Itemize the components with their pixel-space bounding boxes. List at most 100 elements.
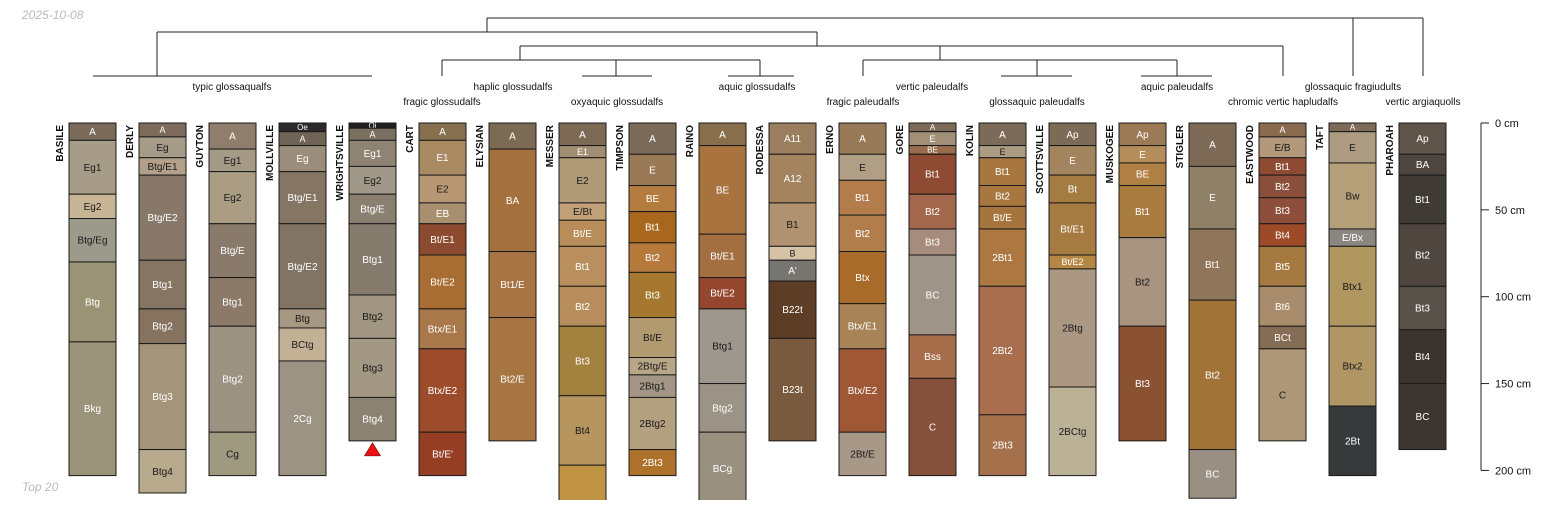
horizon-label: Bt1 xyxy=(1415,195,1430,206)
horizon-label: Cg xyxy=(226,449,239,460)
horizon-label: BCg xyxy=(713,464,732,475)
horizon-label: A xyxy=(1279,125,1285,135)
horizon-label: Btg4 xyxy=(152,467,173,478)
horizon xyxy=(1258,348,1307,442)
horizon xyxy=(488,317,537,442)
horizon-label: Eg1 xyxy=(364,149,382,160)
horizon xyxy=(278,145,327,173)
horizon xyxy=(138,174,187,261)
horizon-label: 2Bt3 xyxy=(992,441,1013,452)
horizon xyxy=(558,464,607,505)
horizon xyxy=(1328,162,1377,230)
horizon-label: BC xyxy=(1416,412,1430,423)
horizon-label: Bt2 xyxy=(1135,277,1150,288)
profile-name: DERLY xyxy=(125,125,136,158)
horizon xyxy=(1328,405,1377,477)
profile-name: TAFT xyxy=(1315,125,1326,150)
horizon-label: Btg1 xyxy=(152,280,173,291)
horizon xyxy=(1398,329,1447,385)
horizon-label: A xyxy=(299,134,305,144)
horizon xyxy=(348,165,397,195)
horizon-label: A xyxy=(930,123,936,132)
horizon-label: 2Bt xyxy=(1345,436,1360,447)
horizon-label: BE xyxy=(716,185,730,196)
horizon xyxy=(1398,223,1447,287)
horizon-label: Eg2 xyxy=(84,202,102,213)
horizon xyxy=(418,431,467,477)
horizon xyxy=(1118,325,1167,442)
taxon-label: vertic paleudalfs xyxy=(896,82,968,93)
horizon-label: A11 xyxy=(784,134,801,145)
horizon-label: Eg1 xyxy=(84,163,102,174)
horizon-label: Eg1 xyxy=(224,156,242,167)
horizon xyxy=(278,327,327,362)
taxon-label: aquic paleudalfs xyxy=(1141,82,1213,93)
horizon xyxy=(838,179,887,216)
horizon-label: Btg/E xyxy=(220,246,245,257)
horizon xyxy=(908,254,957,336)
horizon-label: B22t xyxy=(782,305,803,316)
taxon-label: vertic argiaquolls xyxy=(1385,97,1460,108)
horizon xyxy=(768,202,817,247)
horizon xyxy=(138,259,187,310)
horizon-label: Bt3 xyxy=(925,237,940,248)
horizon-label: B23t xyxy=(782,385,803,396)
horizon-label: BE xyxy=(927,146,938,155)
profile-name: STIGLER xyxy=(1175,124,1186,168)
horizon xyxy=(978,414,1027,477)
horizon xyxy=(348,396,397,442)
horizon xyxy=(1048,145,1097,176)
horizon xyxy=(138,343,187,451)
horizon xyxy=(768,122,817,155)
horizon-label: Bt4 xyxy=(1275,231,1290,242)
horizon-label: Bt/E2 xyxy=(430,277,455,288)
horizon-label: Bss xyxy=(924,352,941,363)
horizon-label: E xyxy=(929,134,935,144)
profile-name: TIMPSON xyxy=(615,125,626,171)
profile-name: WRIGHTSVILLE xyxy=(335,125,346,201)
horizon-label: Bt3 xyxy=(1135,379,1150,390)
horizon-label: Eg xyxy=(156,143,168,154)
horizon-label: Btx xyxy=(855,273,869,284)
taxon-label: typic glossaqualfs xyxy=(193,82,272,93)
horizon-label: Bt2 xyxy=(575,302,590,313)
truncation-marker xyxy=(363,442,382,457)
horizon xyxy=(558,219,607,247)
horizon-label: Bt2 xyxy=(995,191,1010,202)
horizon-label: Bt1 xyxy=(1135,207,1150,218)
profile-name: RODESSA xyxy=(755,125,766,174)
horizon xyxy=(208,325,257,433)
horizon xyxy=(138,449,187,494)
horizon-label: E1 xyxy=(577,147,588,157)
horizon-label: Bt1/E xyxy=(500,280,525,291)
horizon xyxy=(698,431,747,505)
horizon xyxy=(838,303,887,350)
horizon-label: B1 xyxy=(786,220,799,231)
profile-name: GUYTON xyxy=(195,125,206,168)
horizon-label: Bt3 xyxy=(1415,303,1430,314)
horizon-label: 2Bt/E xyxy=(850,449,875,460)
horizon xyxy=(628,153,677,187)
horizon xyxy=(628,317,677,358)
profile-name: KOLIN xyxy=(965,125,976,156)
horizon xyxy=(208,431,257,477)
horizon-label: Oi xyxy=(369,121,377,130)
horizon-label: BA xyxy=(1416,160,1430,171)
horizon-label: Ap xyxy=(1136,130,1149,141)
horizon-label: 2Btg xyxy=(1062,323,1083,334)
horizon-label: 2Bt3 xyxy=(642,458,663,469)
horizon xyxy=(1118,237,1167,327)
horizon-label: Bt1 xyxy=(925,170,940,181)
horizon-label: A xyxy=(159,125,165,135)
horizon xyxy=(558,245,607,287)
horizon xyxy=(838,251,887,305)
horizon xyxy=(278,360,327,477)
horizon-label: BE xyxy=(646,194,660,205)
horizon xyxy=(278,223,327,310)
profile-name: SCOTTSVILLE xyxy=(1035,125,1046,194)
horizon-label: Bt2 xyxy=(925,207,940,218)
horizon-label: A xyxy=(859,134,866,145)
horizon xyxy=(1328,245,1377,327)
horizon-label: Btx/E2 xyxy=(848,386,878,397)
horizon-label: E xyxy=(1069,156,1076,167)
